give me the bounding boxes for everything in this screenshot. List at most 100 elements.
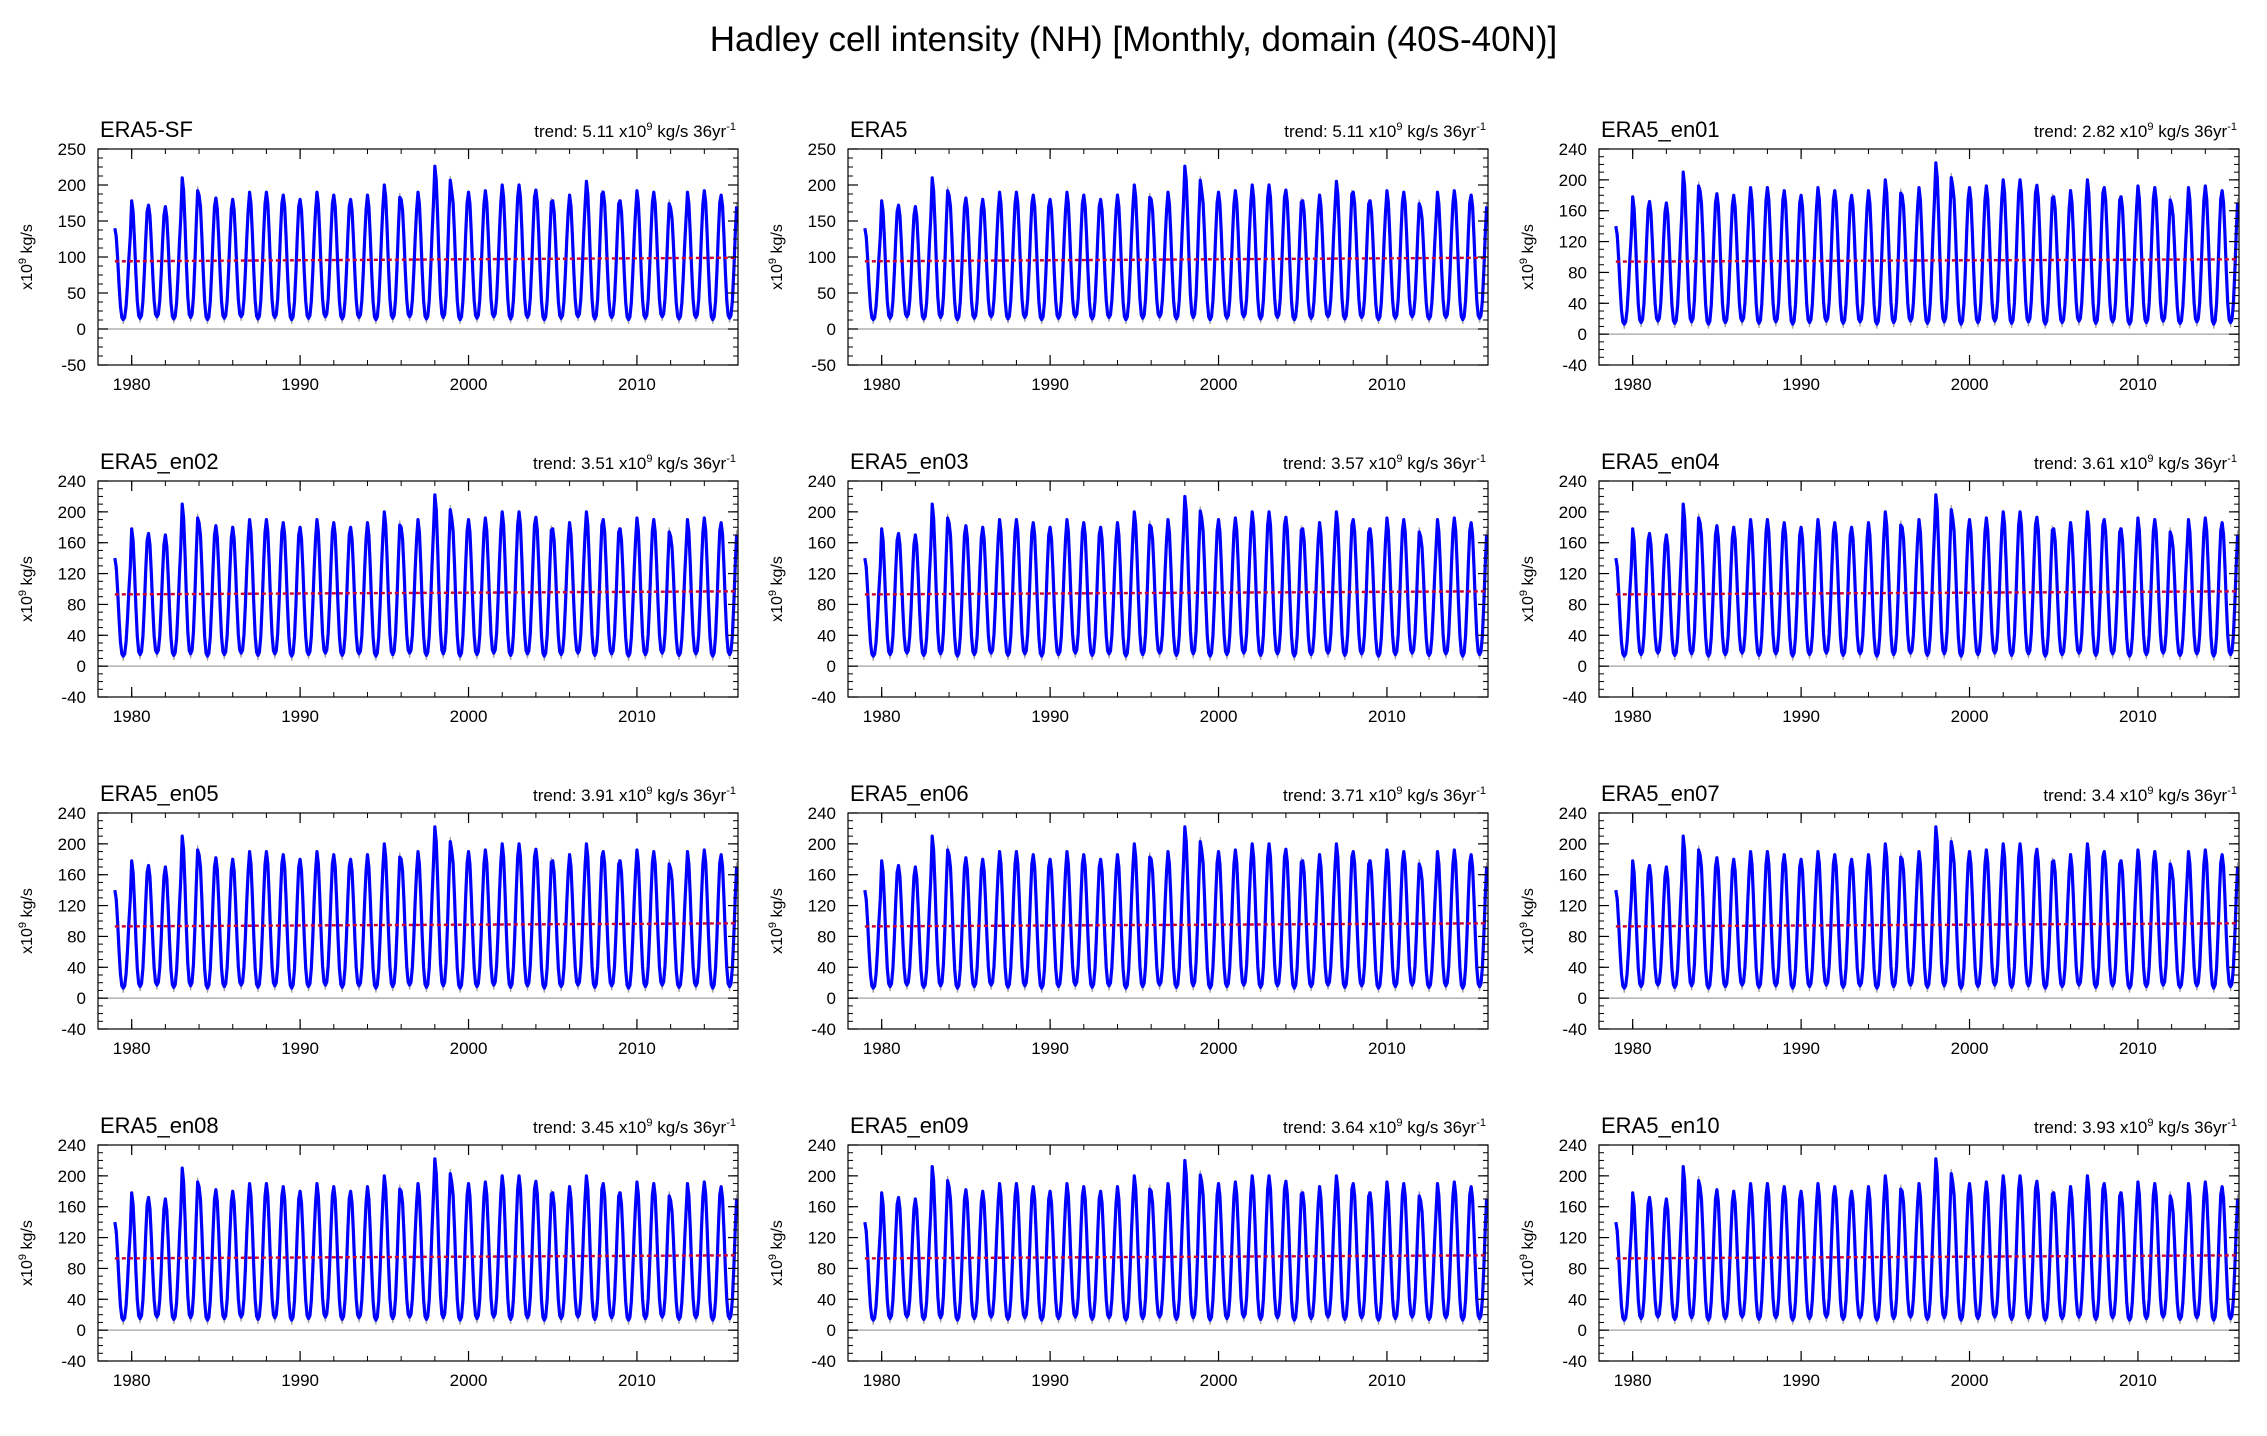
y-tick-label: 40 bbox=[1568, 958, 1587, 977]
trend-text: trend: 3.51 x10 bbox=[533, 454, 646, 473]
monthly-series-line bbox=[1614, 1157, 2240, 1322]
trend-superscript: -1 bbox=[1476, 121, 1486, 133]
monthly-series-line bbox=[863, 825, 1489, 990]
trend-superscript: -1 bbox=[726, 785, 736, 797]
trend-superscript: -1 bbox=[726, 1117, 736, 1129]
y-tick-label: 160 bbox=[58, 534, 86, 553]
trend-line bbox=[864, 590, 1489, 596]
panel-title: ERA5_en04 bbox=[1601, 449, 1720, 474]
y-tick-label: 200 bbox=[58, 503, 86, 522]
x-tick-label: 1980 bbox=[113, 707, 151, 726]
trend-text: trend: 3.64 x10 bbox=[1283, 1118, 1396, 1137]
trend-line bbox=[1615, 1254, 2240, 1260]
monthly-series-line bbox=[863, 1158, 1489, 1322]
figure-title: Hadley cell intensity (NH) [Monthly, dom… bbox=[709, 20, 1558, 59]
y-axis-label: x109 kg/s bbox=[767, 224, 786, 290]
y-axis-label: x109 kg/s bbox=[767, 888, 786, 954]
trend-label: trend: 3.4 x109 kg/s 36yr-1 bbox=[2043, 785, 2237, 805]
trend-text: kg/s 36yr bbox=[653, 122, 727, 141]
y-tick-label: 200 bbox=[808, 503, 836, 522]
x-tick-label: 2010 bbox=[2119, 707, 2157, 726]
trend-text: kg/s 36yr bbox=[2154, 122, 2228, 141]
y-tick-label: 0 bbox=[1578, 1321, 1587, 1340]
y-axis-label: x109 kg/s bbox=[17, 1220, 36, 1286]
trend-superscript: -1 bbox=[2227, 785, 2237, 797]
x-tick-label: 2000 bbox=[1200, 1039, 1238, 1058]
y-tick-label: 40 bbox=[817, 626, 836, 645]
trend-superscript: -1 bbox=[726, 121, 736, 133]
trend-label: trend: 3.93 x109 kg/s 36yr-1 bbox=[2034, 1117, 2237, 1137]
y-tick-label: 200 bbox=[58, 835, 86, 854]
panel-era5-en01: ERA5_en01 trend: 2.82 x109 kg/s 36yr-1 -40… bbox=[1518, 117, 2240, 394]
x-tick-label: 1980 bbox=[863, 707, 901, 726]
trend-text: kg/s 36yr bbox=[2154, 786, 2228, 805]
monthly-series-line bbox=[863, 494, 1489, 658]
trend-label: trend: 3.45 x109 kg/s 36yr-1 bbox=[533, 1117, 736, 1137]
y-tick-label: 80 bbox=[817, 1259, 836, 1278]
x-tick-label: 1990 bbox=[1782, 707, 1820, 726]
trend-text: kg/s 36yr bbox=[653, 786, 727, 805]
y-tick-label: 160 bbox=[58, 866, 86, 885]
panel-title: ERA5_en05 bbox=[100, 781, 219, 806]
x-tick-label: 1990 bbox=[1031, 707, 1069, 726]
y-tick-label: 240 bbox=[58, 804, 86, 823]
y-tick-label: 250 bbox=[58, 140, 86, 159]
x-tick-label: 2010 bbox=[618, 707, 656, 726]
x-tick-label: 2000 bbox=[1200, 707, 1238, 726]
y-tick-label: -40 bbox=[1562, 688, 1587, 707]
trend-text: trend: 3.61 x10 bbox=[2034, 454, 2147, 473]
trend-label: trend: 5.11 x109 kg/s 36yr-1 bbox=[534, 121, 736, 141]
trend-superscript: 9 bbox=[2147, 1117, 2153, 1129]
trend-label: trend: 3.91 x109 kg/s 36yr-1 bbox=[533, 785, 736, 805]
y-tick-label: 40 bbox=[1568, 294, 1587, 313]
y-tick-label: -50 bbox=[61, 356, 86, 375]
x-tick-label: 2010 bbox=[1368, 1371, 1406, 1390]
x-tick-label: 1980 bbox=[113, 375, 151, 394]
y-tick-label: 80 bbox=[817, 595, 836, 614]
x-tick-label: 1990 bbox=[1031, 1371, 1069, 1390]
trend-text: kg/s 36yr bbox=[2154, 454, 2228, 473]
panel-title: ERA5_en01 bbox=[1601, 117, 1720, 142]
panel-era5-en07: ERA5_en07 trend: 3.4 x109 kg/s 36yr-1 -40 0… bbox=[1518, 781, 2240, 1058]
y-tick-label: 100 bbox=[808, 248, 836, 267]
panel-era5-en05: ERA5_en05 trend: 3.91 x109 kg/s 36yr-1 -40… bbox=[17, 781, 739, 1058]
y-tick-label: 200 bbox=[1559, 171, 1587, 190]
trend-superscript: 9 bbox=[1396, 121, 1402, 133]
trend-text: trend: 3.57 x10 bbox=[1283, 454, 1396, 473]
trend-line bbox=[114, 590, 739, 596]
y-tick-label: 40 bbox=[817, 1290, 836, 1309]
y-tick-label: 240 bbox=[808, 472, 836, 491]
trend-label: trend: 2.82 x109 kg/s 36yr-1 bbox=[2034, 121, 2237, 141]
monthly-series-line bbox=[1614, 825, 2240, 990]
y-tick-label: 0 bbox=[77, 1321, 86, 1340]
y-tick-label: 0 bbox=[77, 657, 86, 676]
y-tick-label: 150 bbox=[58, 212, 86, 231]
y-tick-label: 200 bbox=[58, 1167, 86, 1186]
trend-line bbox=[864, 922, 1489, 928]
trend-line bbox=[114, 256, 739, 263]
x-tick-label: 2000 bbox=[450, 375, 488, 394]
x-tick-label: 2010 bbox=[1368, 375, 1406, 394]
trend-text: kg/s 36yr bbox=[1403, 122, 1477, 141]
x-tick-label: 1990 bbox=[1782, 1371, 1820, 1390]
trend-superscript: 9 bbox=[646, 121, 652, 133]
y-tick-label: 200 bbox=[808, 176, 836, 195]
x-tick-label: 2010 bbox=[618, 1039, 656, 1058]
panel-title: ERA5 bbox=[850, 117, 907, 142]
trend-superscript: 9 bbox=[2147, 121, 2153, 133]
x-tick-label: 2000 bbox=[1200, 375, 1238, 394]
y-tick-label: 0 bbox=[77, 320, 86, 339]
y-tick-label: 240 bbox=[58, 1136, 86, 1155]
trend-superscript: -1 bbox=[726, 453, 736, 465]
y-tick-label: 160 bbox=[808, 866, 836, 885]
trend-superscript: 9 bbox=[2147, 453, 2153, 465]
x-tick-label: 1980 bbox=[863, 1039, 901, 1058]
y-tick-label: 100 bbox=[58, 248, 86, 267]
y-axis-label: x109 kg/s bbox=[17, 224, 36, 290]
panel-era5-en03: ERA5_en03 trend: 3.57 x109 kg/s 36yr-1 -40… bbox=[767, 449, 1489, 726]
x-tick-label: 1980 bbox=[113, 1039, 151, 1058]
trend-line bbox=[114, 1254, 739, 1260]
trend-superscript: 9 bbox=[2147, 785, 2153, 797]
y-tick-label: 240 bbox=[808, 804, 836, 823]
monthly-series-line bbox=[863, 164, 1489, 322]
